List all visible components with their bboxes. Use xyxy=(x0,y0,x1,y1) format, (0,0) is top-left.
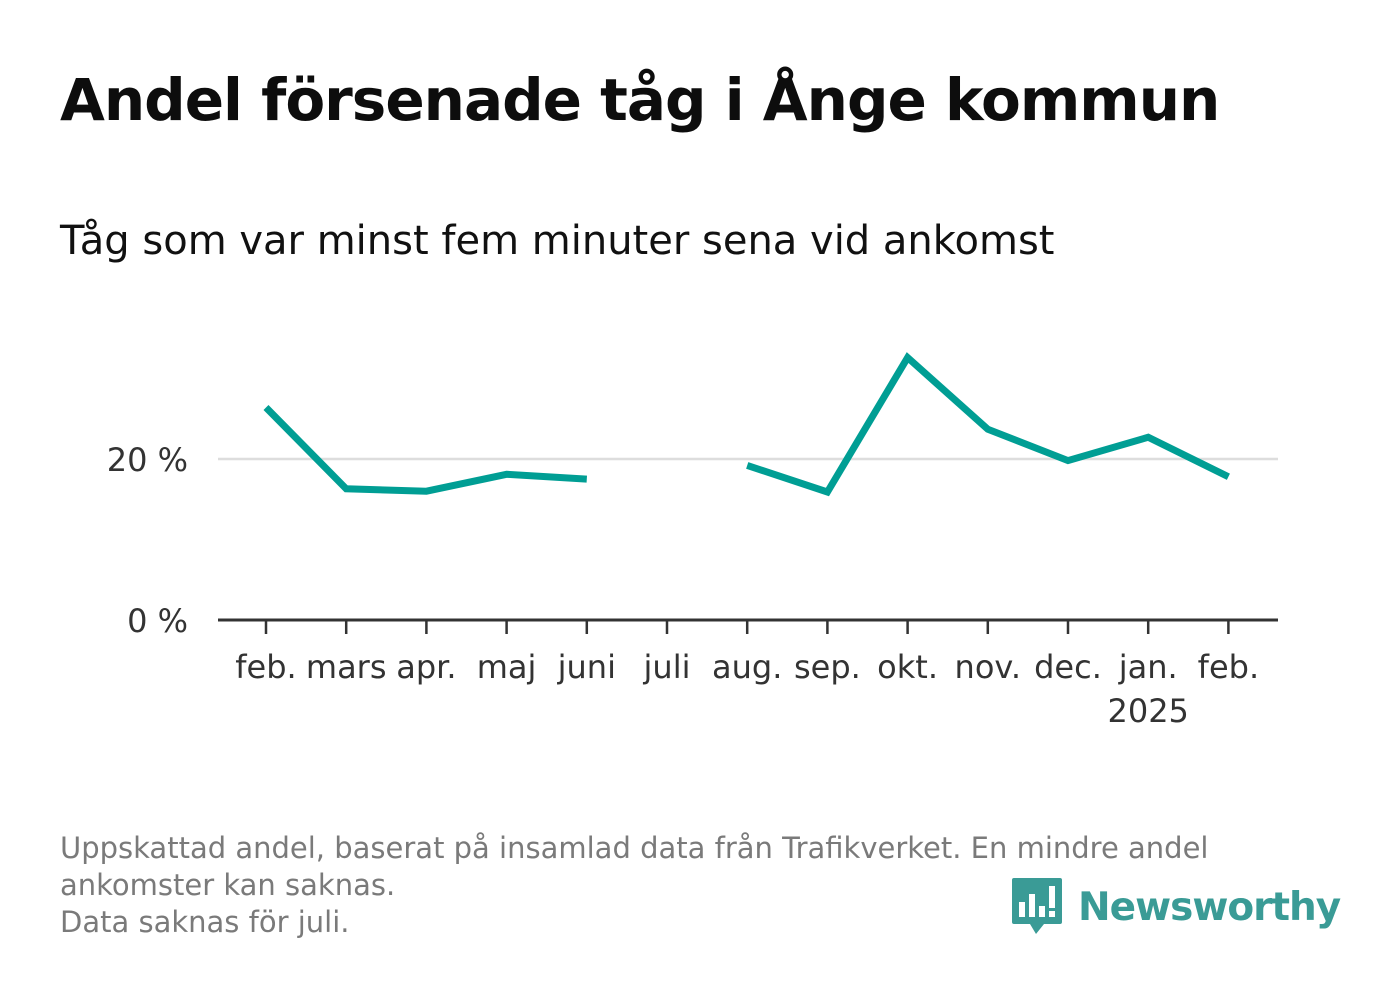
caption-line-2: ankomster kan saknas. xyxy=(60,868,396,902)
brand-logo: Newsworthy xyxy=(1010,876,1341,938)
caption-line-1: Uppskattad andel, baserat på insamlad da… xyxy=(60,831,1209,865)
chart-subtitle: Tåg som var minst fem minuter sena vid a… xyxy=(60,218,1055,264)
series-line-segment xyxy=(746,352,1230,497)
x-tick-label: juni xyxy=(557,648,616,686)
x-tick-label: feb. xyxy=(1198,648,1259,686)
y-tick-label: 0 % xyxy=(127,602,188,640)
x-tick-label: maj xyxy=(477,648,537,686)
x-tick-label: mars xyxy=(306,648,387,686)
x-tick-label: dec. xyxy=(1034,648,1102,686)
series-line-segment xyxy=(263,405,588,495)
x-tick-label: jan. xyxy=(1118,648,1178,686)
x-year-label: 2025 xyxy=(1107,692,1188,730)
x-tick-label: feb. xyxy=(235,648,296,686)
x-tick-label: okt. xyxy=(877,648,938,686)
x-tick-label: apr. xyxy=(396,648,456,686)
chart-title: Andel försenade tåg i Ånge kommun xyxy=(60,66,1220,134)
brand-name: Newsworthy xyxy=(1078,884,1341,930)
label-layer: 0 % 20 % feb. mars apr. maj juni juli aug. sep. ok… xyxy=(107,441,1259,730)
x-tick-label: juli xyxy=(643,648,691,686)
bar-chart-bubble-icon xyxy=(1012,878,1062,934)
axis-layer xyxy=(218,618,1278,634)
line-layer xyxy=(263,352,1230,497)
x-tick-label: nov. xyxy=(955,648,1021,686)
caption-line-3: Data saknas för juli. xyxy=(60,905,350,939)
x-tick-label: aug. xyxy=(712,648,782,686)
chart-caption: Uppskattad andel, baserat på insamlad da… xyxy=(60,830,1320,941)
y-tick-label: 20 % xyxy=(107,441,188,479)
x-tick-label: sep. xyxy=(794,648,861,686)
